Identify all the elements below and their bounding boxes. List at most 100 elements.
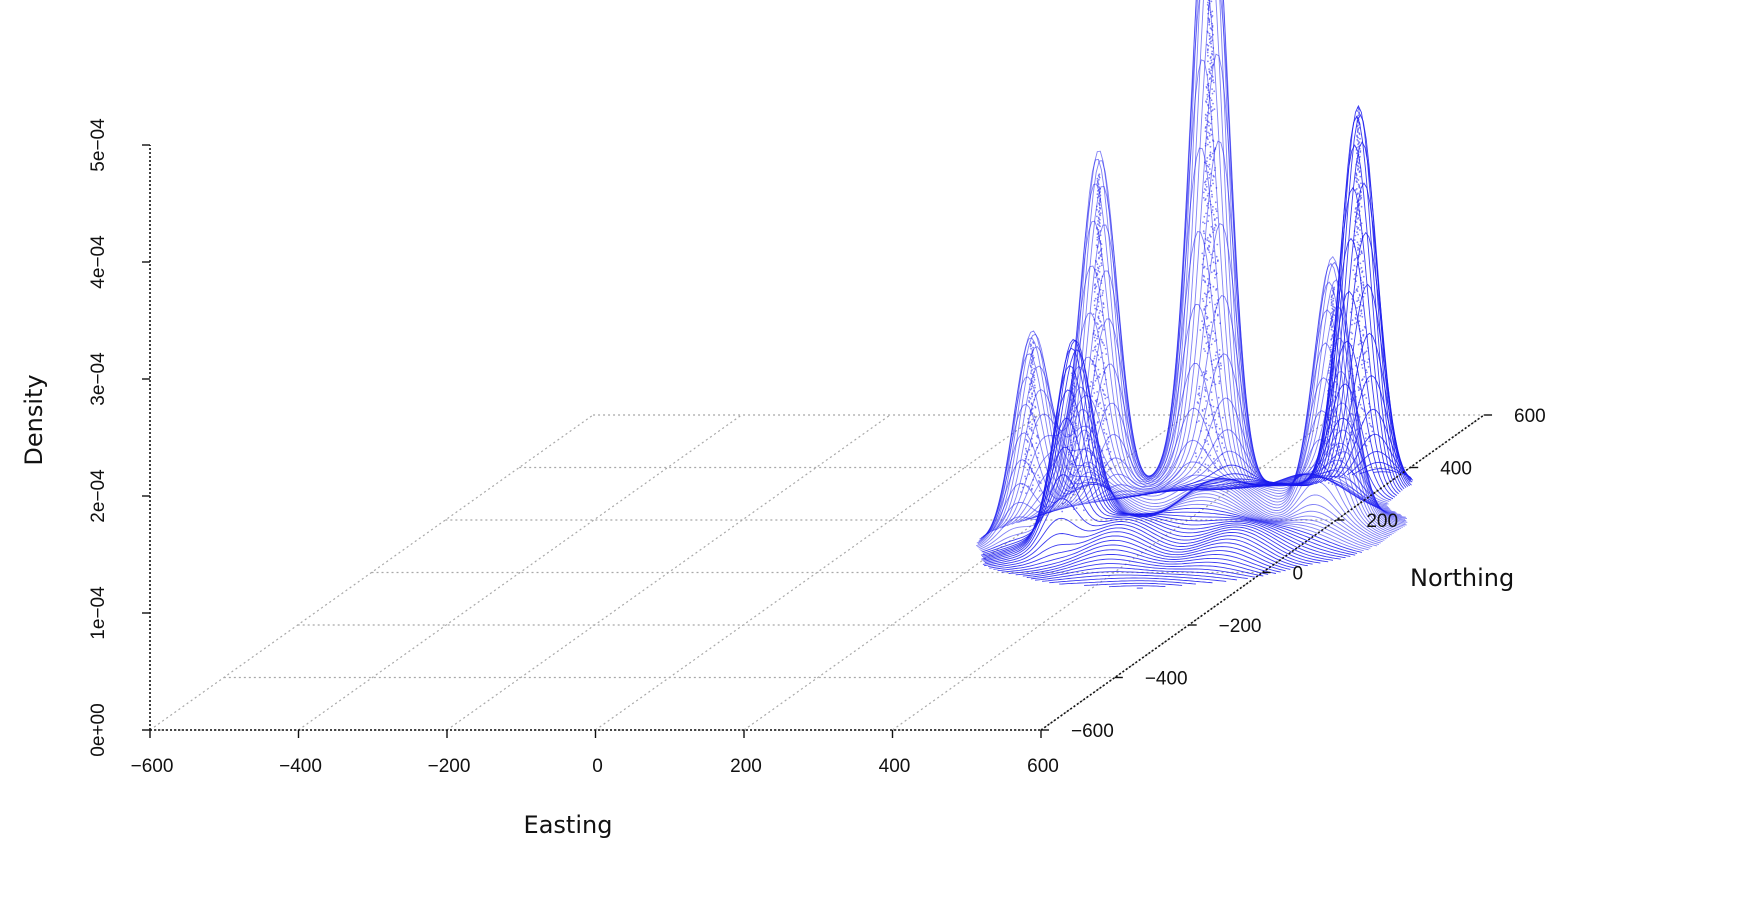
peak-point	[1330, 357, 1332, 359]
peak-point	[1334, 391, 1336, 393]
peak-point	[1361, 233, 1363, 235]
peak-point	[1213, 286, 1215, 288]
peak-point	[1211, 67, 1213, 69]
peak-point	[1030, 454, 1032, 456]
peak-point	[1094, 473, 1096, 475]
peak-point	[1022, 487, 1024, 489]
peak-point	[1215, 201, 1217, 203]
peak-point	[1332, 371, 1334, 373]
peak-point	[1361, 313, 1363, 315]
peak-point	[1360, 337, 1362, 339]
peak-point	[1030, 362, 1032, 364]
peak-point	[1218, 433, 1220, 435]
peak-point	[1351, 345, 1353, 347]
peak-point	[1362, 335, 1364, 337]
peak-point	[1209, 63, 1211, 65]
peak-point	[1209, 301, 1211, 303]
peak-point	[1341, 460, 1343, 462]
peak-point	[1202, 410, 1204, 412]
peak-point	[1102, 414, 1104, 416]
northing-tick-label: −200	[1219, 616, 1262, 637]
peak-point	[1365, 437, 1367, 439]
peak-point	[1076, 499, 1078, 501]
peak-point	[1207, 237, 1209, 239]
peak-point	[1025, 492, 1027, 494]
peak-point	[1333, 462, 1335, 464]
peak-point	[1203, 309, 1205, 311]
density-tick-label: 2e−04	[88, 469, 109, 523]
peak-point	[1209, 168, 1211, 170]
peak-point	[1355, 318, 1357, 320]
peak-point	[1366, 336, 1368, 338]
peak-point	[1338, 442, 1340, 444]
peak-point	[1204, 306, 1206, 308]
peak-point	[1104, 472, 1106, 474]
peak-point	[1097, 405, 1099, 407]
peak-point	[1368, 366, 1370, 368]
peak-point	[1334, 328, 1336, 330]
peak-point	[1099, 214, 1101, 216]
peak-point	[1214, 167, 1216, 169]
peak-point	[1028, 391, 1030, 393]
peak-point	[1335, 429, 1337, 431]
peak-point	[1101, 259, 1103, 261]
peak-point	[1097, 297, 1099, 299]
peak-point	[1026, 451, 1028, 453]
peak-point	[1071, 375, 1073, 377]
peak-point	[1211, 116, 1213, 118]
peak-point	[1093, 384, 1095, 386]
peak-point	[1092, 361, 1094, 363]
peak-point	[1214, 467, 1216, 469]
peak-point	[1087, 425, 1089, 427]
peak-point	[1033, 399, 1035, 401]
grid-layer	[150, 415, 1484, 730]
peak-point	[1100, 256, 1102, 258]
peak-point	[1339, 474, 1341, 476]
peak-point	[1210, 97, 1212, 99]
peak-point	[1206, 370, 1208, 372]
peak-point	[1216, 351, 1218, 353]
peak-point	[1351, 400, 1353, 402]
peak-point	[1099, 310, 1101, 312]
peak-point	[1357, 110, 1359, 112]
peak-point	[1100, 296, 1102, 298]
peak-point	[1204, 439, 1206, 441]
peak-point	[1211, 11, 1213, 13]
peak-point	[1211, 391, 1213, 393]
peak-point	[1212, 257, 1214, 259]
peak-point	[1203, 300, 1205, 302]
peak-point	[1021, 483, 1023, 485]
peak-point	[1201, 320, 1203, 322]
peak-point	[1211, 271, 1213, 273]
peak-point	[1206, 296, 1208, 298]
peak-point	[1212, 206, 1214, 208]
peak-point	[1359, 138, 1361, 140]
peak-point	[1331, 374, 1333, 376]
labels-layer: −600 −400 −200 0 200 400 600−600−400−200020040…	[20, 118, 1546, 839]
peak-point	[1208, 85, 1210, 87]
peak-point	[1218, 438, 1220, 440]
peak-point	[1090, 476, 1092, 478]
peak-point	[1355, 314, 1357, 316]
peak-point	[1105, 367, 1107, 369]
peak-point	[1092, 382, 1094, 384]
peak-point	[1353, 278, 1355, 280]
peak-point	[1327, 393, 1329, 395]
peak-point	[1347, 443, 1349, 445]
peak-point	[1198, 420, 1200, 422]
peak-point	[1204, 441, 1206, 443]
peak-point	[1205, 130, 1207, 132]
peak-point	[1075, 456, 1077, 458]
peak-point	[1365, 397, 1367, 399]
peak-point	[1031, 378, 1033, 380]
peak-point	[1355, 208, 1357, 210]
peak-point	[1365, 433, 1367, 435]
peak-point	[1335, 438, 1337, 440]
peak-point	[1210, 59, 1212, 61]
peak-point	[1203, 258, 1205, 260]
peak-point	[1029, 383, 1031, 385]
peak-point	[1106, 449, 1108, 451]
peak-point	[1331, 448, 1333, 450]
peak-point	[1368, 412, 1370, 414]
peak-point	[1094, 284, 1096, 286]
